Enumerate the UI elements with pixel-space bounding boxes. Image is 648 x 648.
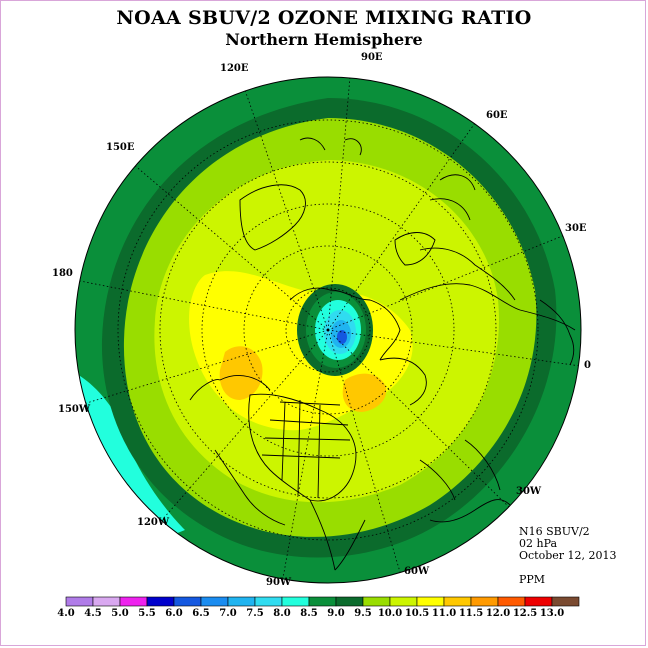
units-label: PPM	[519, 573, 546, 586]
contour-11.0-east	[342, 373, 387, 412]
date-label: October 12, 2013	[519, 549, 617, 562]
lon-label-90e: 90E	[361, 52, 383, 63]
colorbar-swatch	[497, 596, 526, 607]
colorbar-tick-label: 6.5	[192, 608, 210, 619]
colorbar-tick-label: 12.5	[512, 608, 538, 619]
colorbar-tick-label: 4.5	[84, 608, 102, 619]
colorbar-tick-label: 7.0	[219, 608, 237, 619]
lon-label-150w: 150W	[58, 404, 91, 415]
colorbar-swatch	[362, 596, 391, 607]
colorbar-tick-label: 9.0	[327, 608, 345, 619]
map-border	[74, 76, 582, 584]
colorbar-tick-label: 8.5	[300, 608, 318, 619]
colorbar-swatch	[146, 596, 175, 607]
instrument-label: N16 SBUV/2	[519, 525, 590, 538]
colorbar-swatch	[470, 596, 499, 607]
lon-label-120e: 120E	[220, 63, 249, 74]
colorbar-tick-label: 12.0	[485, 608, 511, 619]
contour-6.5-vortex	[337, 330, 347, 344]
lon-label-30e: 30E	[565, 223, 587, 234]
lon-label-150e: 150E	[106, 142, 135, 153]
contour-11.0-west	[219, 346, 263, 400]
colorbar-swatch	[65, 596, 94, 607]
lon-label-120w: 120W	[137, 517, 170, 528]
lon-label-180: 180	[52, 268, 73, 279]
meridian-lines	[75, 77, 581, 579]
colorbar-swatch	[443, 596, 472, 607]
colorbar-tick-label: 5.0	[111, 608, 129, 619]
colorbar-tick-label: 11.5	[458, 608, 484, 619]
colorbar-tick-label: 10.5	[404, 608, 430, 619]
colorbar-tick-label: 10.0	[377, 608, 403, 619]
ozone-field	[75, 77, 581, 583]
colorbar-swatch	[551, 596, 580, 607]
colorbar-tick-label: 4.0	[57, 608, 75, 619]
lon-label-0: 0	[584, 360, 591, 371]
colorbar-tick-label: 13.0	[539, 608, 565, 619]
contour-8.0-low	[75, 370, 185, 540]
colorbar-tick-label: 9.5	[354, 608, 372, 619]
colorbar-swatch	[119, 596, 148, 607]
lon-label-60w: 60W	[404, 566, 430, 577]
lon-label-30w: 30W	[516, 486, 542, 497]
colorbar-tick-label: 7.5	[246, 608, 264, 619]
colorbar-tick-label: 8.0	[273, 608, 291, 619]
colorbar-tick-label: 11.0	[431, 608, 457, 619]
colorbar-swatch	[254, 596, 283, 607]
lon-label-60e: 60E	[486, 110, 508, 121]
colorbar-swatch	[281, 596, 310, 607]
pressure-level-label: 02 hPa	[519, 537, 558, 550]
colorbar-swatch	[389, 596, 418, 607]
colorbar-swatch	[173, 596, 202, 607]
colorbar-swatch	[200, 596, 229, 607]
map-title: NOAA SBUV/2 OZONE MIXING RATIO	[116, 7, 532, 29]
colorbar-tick-label: 6.0	[165, 608, 183, 619]
colorbar-tick-label: 5.5	[138, 608, 156, 619]
colorbar-swatch	[92, 596, 121, 607]
colorbar-swatch	[335, 596, 364, 607]
colorbar	[65, 596, 580, 607]
lon-label-90w: 90W	[266, 577, 292, 588]
coastlines	[189, 137, 576, 571]
colorbar-swatch	[308, 596, 337, 607]
colorbar-swatch	[416, 596, 445, 607]
map-subtitle: Northern Hemisphere	[225, 30, 423, 49]
latitude-circles	[117, 119, 539, 541]
colorbar-swatch	[524, 596, 553, 607]
colorbar-swatch	[227, 596, 256, 607]
